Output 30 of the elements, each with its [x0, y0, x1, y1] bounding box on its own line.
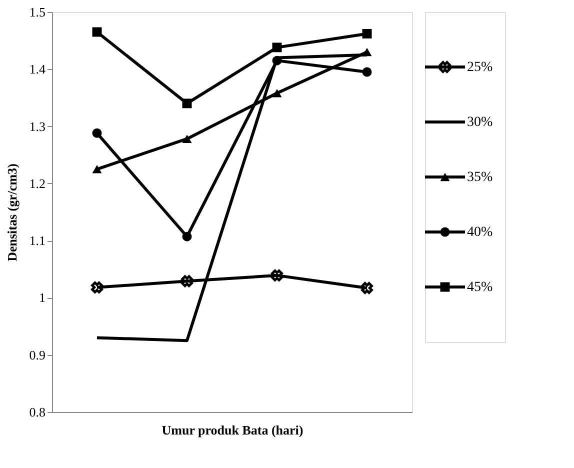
y-tick-label: 1.2 [29, 176, 46, 191]
point [271, 269, 283, 282]
point [182, 98, 192, 108]
y-axis-title: Densitas (gr/cm3) [4, 164, 20, 262]
y-tick-label: 1 [39, 290, 46, 306]
point [362, 67, 372, 77]
point [92, 27, 102, 37]
y-tick-label: 1.3 [29, 118, 46, 134]
point [92, 128, 102, 138]
y-tick-label: 0.8 [29, 404, 46, 420]
point [272, 56, 282, 66]
legend-label: 35% [467, 170, 493, 185]
y-tick-label: 0.9 [29, 347, 46, 362]
y-tick-label: 1.5 [29, 4, 46, 20]
point [182, 134, 192, 143]
point [92, 165, 102, 174]
x-axis-title: Umur produk Bata (hari) [162, 422, 304, 438]
point [181, 275, 193, 288]
legend-label: 25% [467, 60, 493, 75]
point [91, 281, 103, 294]
legend-label: 45% [467, 280, 493, 295]
point [272, 89, 282, 98]
y-tick-label: 1.4 [29, 62, 46, 77]
point [272, 42, 282, 52]
legend-label: 30% [467, 115, 493, 130]
y-tick-label: 1.1 [29, 233, 46, 248]
legend-label: 40% [467, 225, 493, 240]
point [361, 282, 373, 294]
point [182, 232, 192, 242]
point [362, 28, 372, 38]
